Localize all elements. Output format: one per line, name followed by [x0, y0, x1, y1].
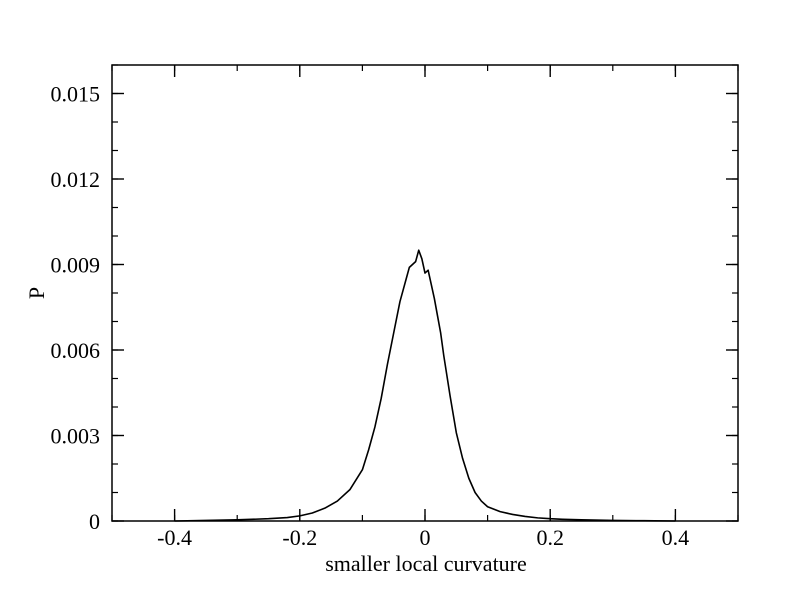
x-tick-label: 0 [420, 525, 431, 550]
plot-marks [174, 249, 676, 522]
x-tick-label: -0.2 [282, 525, 317, 550]
x-axis-label: smaller local curvature [325, 551, 527, 576]
x-tick-label: 0.4 [662, 525, 690, 550]
y-tick-label: 0.003 [51, 424, 101, 449]
x-tick-label: 0.2 [536, 525, 564, 550]
y-tick-label: 0.006 [51, 338, 101, 363]
y-tick-label: 0.015 [51, 82, 101, 107]
y-tick-label: 0 [89, 509, 100, 534]
y-axis-label: P [24, 287, 49, 299]
y-tick-label: 0.009 [51, 253, 101, 278]
y-tick-label: 0.012 [51, 167, 101, 192]
series-line-0 [174, 249, 676, 522]
x-tick-label: -0.4 [157, 525, 192, 550]
plot-frame [111, 64, 739, 522]
axis-ticks: -0.4 -0.2 0 0.2 0.4 0 0.003 0.006 0.009 0.012 0.01… [51, 64, 739, 550]
